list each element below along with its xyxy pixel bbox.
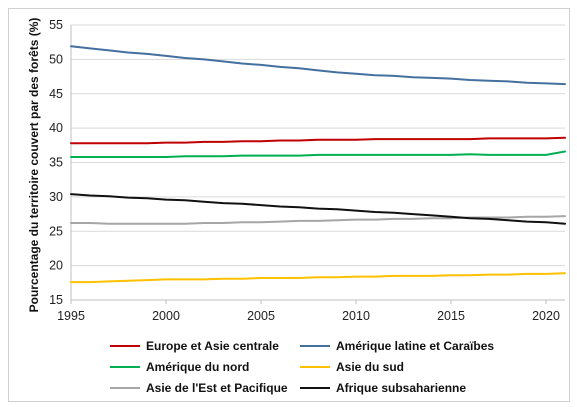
legend: Europe et Asie centrale Amérique latine e… (110, 339, 494, 395)
y-tick-label: 15 (49, 293, 63, 307)
y-tick-label: 50 (49, 52, 63, 66)
x-tick-label: 1995 (57, 309, 85, 323)
y-tick-label: 30 (49, 190, 63, 204)
y-tick-label: 45 (49, 87, 63, 101)
x-tick-label: 2015 (437, 309, 465, 323)
y-tick-label: 55 (49, 18, 63, 32)
series-line-1 (70, 45, 566, 86)
legend-label: Asie de l'Est et Pacifique (146, 381, 288, 395)
y-tick-label: 40 (49, 121, 63, 135)
legend-label: Amérique latine et Caraïbes (336, 339, 494, 353)
series-line-0 (70, 136, 566, 145)
x-tick-label: 2020 (532, 309, 560, 323)
x-tick-label: 2010 (342, 309, 370, 323)
series-line-3 (70, 272, 566, 284)
series-lines (70, 45, 566, 284)
x-tick-label: 2000 (152, 309, 180, 323)
series-line-5 (70, 193, 566, 225)
series-line-4 (70, 215, 566, 225)
chart-frame (8, 8, 570, 402)
legend-label: Asie du sud (336, 360, 404, 374)
y-tick-label: 25 (49, 224, 63, 238)
axes (70, 25, 565, 304)
gridlines (71, 24, 565, 301)
y-axis-label: Pourcentage du territoire couvert par de… (27, 18, 41, 313)
x-tick-label: 2005 (247, 309, 275, 323)
y-tick-label: 35 (49, 156, 63, 170)
y-tick-label: 20 (49, 259, 63, 273)
series-line-2 (70, 150, 566, 158)
x-tick-labels: 1995 2000 2005 2010 2015 2020 (57, 309, 560, 323)
legend-label: Europe et Asie centrale (146, 339, 279, 353)
y-tick-labels: 15 20 25 30 35 40 45 50 55 (49, 18, 63, 307)
legend-label: Afrique subsaharienne (336, 381, 466, 395)
legend-label: Amérique du nord (146, 360, 249, 374)
